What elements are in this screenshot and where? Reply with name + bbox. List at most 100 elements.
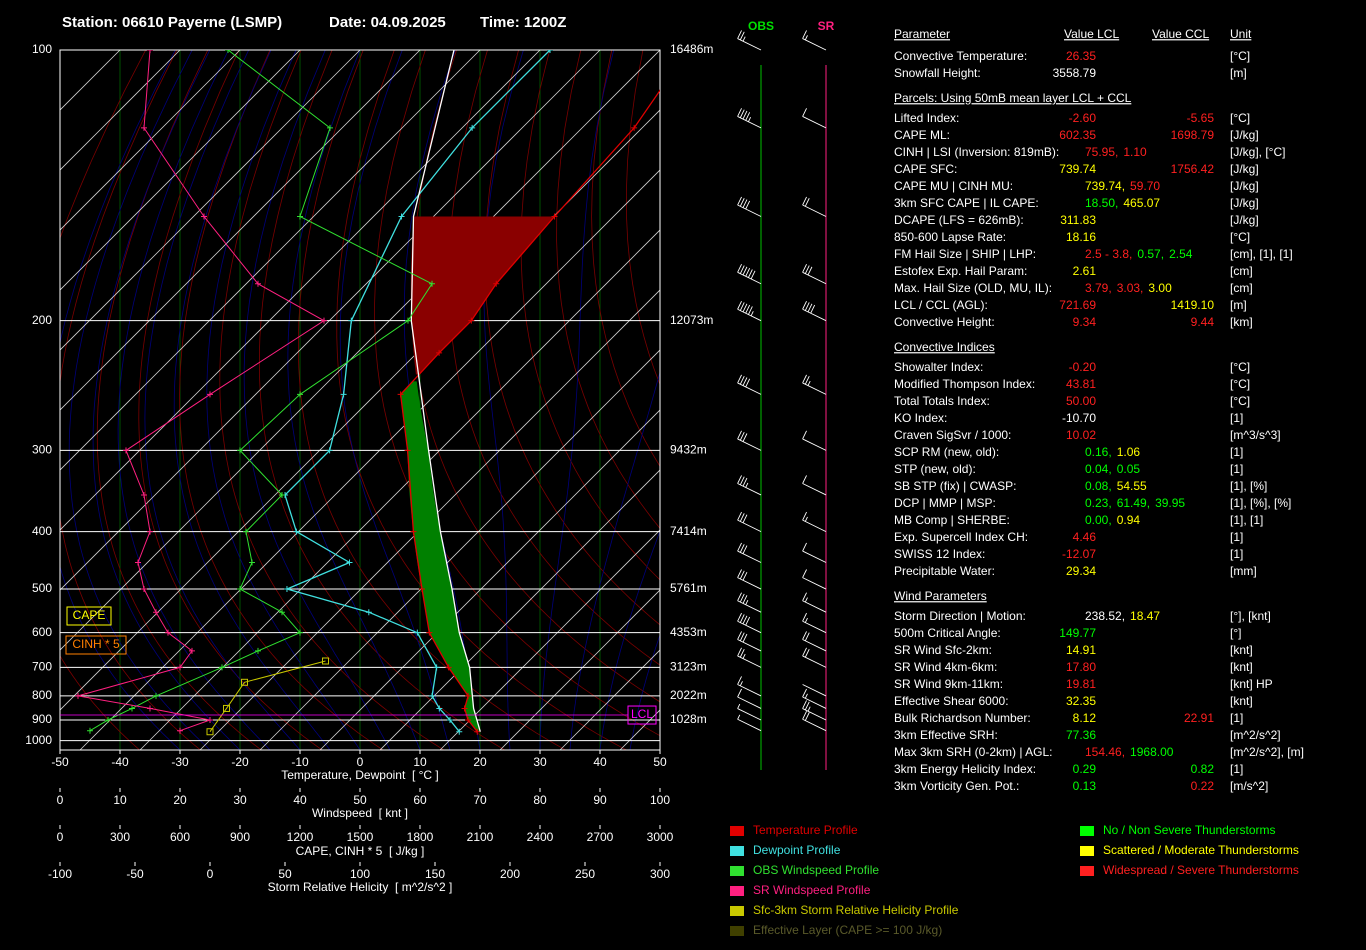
param-label: Estofex Exp. Hail Param: (894, 264, 1027, 278)
x-tick-label: 10 (413, 755, 427, 769)
isotherm (139, 229, 660, 750)
x-tick-label: 2100 (467, 830, 494, 844)
lcl-label: LCL (631, 707, 653, 721)
cape-axis-title: CAPE, CINH * 5 [ J/kg ] (296, 844, 425, 858)
ccl-value: 9.44 (1191, 315, 1215, 329)
isotherm (259, 349, 660, 750)
y-tick-label: 100 (32, 42, 52, 56)
unit: [knt] HP (1230, 677, 1273, 691)
x-tick-label: 3000 (647, 830, 674, 844)
unit: [J/kg], [°C] (1230, 145, 1285, 159)
wind-barb (802, 374, 827, 395)
unit: [m^2/s^2] (1230, 728, 1281, 742)
unit: [km] (1230, 315, 1253, 329)
x-tick-label: 1200 (287, 830, 314, 844)
x-tick-label: 50 (278, 867, 292, 881)
moist-adiabat (339, 50, 451, 750)
x-tick-label: 1500 (347, 830, 374, 844)
param-label: Craven SigSvr / 1000: (894, 428, 1011, 442)
moist-adiabat (599, 529, 660, 750)
isotherm (60, 50, 241, 231)
x-tick-label: 900 (230, 830, 250, 844)
isotherm (60, 50, 361, 351)
isotherm (499, 589, 660, 750)
param-label: Lifted Index: (894, 111, 959, 125)
x-tick-label: 30 (533, 755, 547, 769)
x-tick-label: 2400 (527, 830, 554, 844)
marker (283, 586, 290, 593)
wind-barb (737, 631, 762, 652)
value: 54.55 (1117, 479, 1147, 493)
marker (141, 491, 147, 498)
wind-barb (737, 300, 762, 322)
lcl-value: 19.81 (1066, 677, 1096, 691)
value: 3.03, (1117, 281, 1144, 295)
value: 739.74, (1085, 179, 1125, 193)
marker (153, 609, 159, 616)
x-tick-label: 70 (473, 793, 487, 807)
marker (135, 559, 141, 566)
moist-adiabat (287, 50, 421, 750)
param-label: DCAPE (LFS = 626mB): (894, 213, 1024, 227)
cape-label-box (66, 606, 112, 626)
marker (348, 317, 355, 324)
wind-barb (802, 108, 827, 129)
marker (177, 727, 183, 734)
lcl-value: 32.35 (1066, 694, 1096, 708)
param-label: CAPE SFC: (894, 162, 957, 176)
value: 39.95 (1155, 496, 1185, 510)
value: 602.35 (1059, 128, 1096, 142)
x-tick-label: -50 (126, 867, 144, 881)
x-tick-label: 600 (170, 830, 190, 844)
legend-swatch (730, 906, 744, 916)
marker (429, 280, 435, 287)
wind-barb (737, 108, 762, 129)
dry-adiabat (374, 50, 660, 737)
param-label: Convective Temperature: (894, 49, 1027, 63)
param-label: SR Wind Sfc-2km: (894, 643, 992, 657)
ccl-value: 1756.42 (1171, 162, 1215, 176)
legend-label: Effective Layer (CAPE >= 100 J/kg) (753, 923, 942, 937)
y-tick-label: 700 (32, 660, 52, 674)
value: 311.83 (1060, 213, 1096, 227)
y-tick-label: 200 (32, 313, 52, 327)
legend-label: SR Windspeed Profile (753, 883, 871, 897)
value: 1.06 (1117, 445, 1141, 459)
isotherm (60, 50, 181, 171)
lcl-value: 0.04, 0.05 (1085, 462, 1140, 476)
height-label: 3123m (670, 660, 707, 674)
lcl-value: 17.80 (1066, 660, 1096, 674)
legend-label: Temperature Profile (753, 823, 858, 837)
x-tick-label: -100 (48, 867, 72, 881)
lcl-value: 0.29 (1073, 762, 1097, 776)
param-label: 850-600 Lapse Rate: (894, 230, 1006, 244)
marker (461, 705, 468, 712)
wind-barb (737, 30, 762, 51)
x-tick-label: 80 (533, 793, 547, 807)
value: 59.70 (1130, 179, 1160, 193)
unit: [cm] (1230, 264, 1253, 278)
value: 0.23, (1085, 496, 1112, 510)
cinh-label: CINH * 5 (72, 637, 120, 651)
value: 1968.00 (1130, 745, 1174, 759)
legend-swatch (730, 826, 744, 836)
value: 43.81 (1066, 377, 1096, 391)
marker (340, 391, 347, 398)
wind-barb (737, 264, 762, 285)
param-label: KO Index: (894, 411, 947, 425)
marker (456, 728, 463, 735)
value: 9.44 (1191, 315, 1215, 329)
legend-swatch (730, 846, 744, 856)
wind-barb (737, 676, 762, 697)
lcl-value: 10.02 (1066, 428, 1096, 442)
marker (153, 692, 159, 699)
value: 50.00 (1066, 394, 1096, 408)
unit: [°] (1230, 626, 1241, 640)
wind-barb (802, 569, 827, 590)
dry-adiabat (556, 50, 660, 529)
param-label: LCL / CCL (AGL): (894, 298, 988, 312)
param-label: Bulk Richardson Number: (894, 711, 1031, 725)
moist-adiabat (92, 50, 241, 750)
profiles (75, 50, 660, 736)
